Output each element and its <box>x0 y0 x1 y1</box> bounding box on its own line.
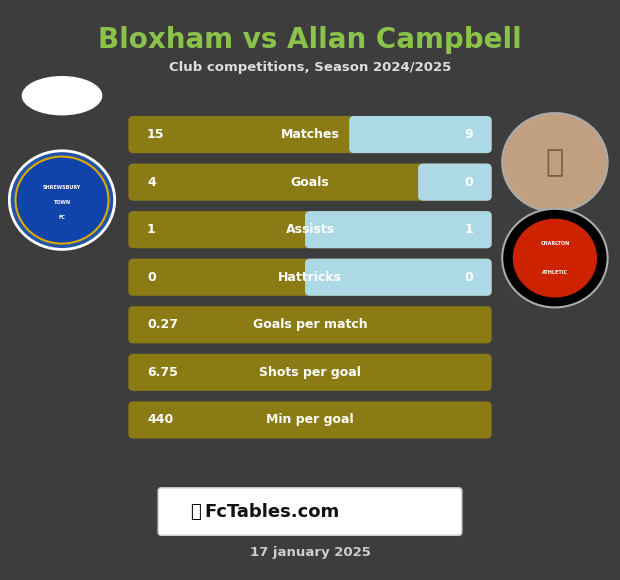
Text: CHARLTON: CHARLTON <box>540 241 570 246</box>
Text: 👤: 👤 <box>546 148 564 177</box>
FancyBboxPatch shape <box>128 164 492 201</box>
Text: Bloxham vs Allan Campbell: Bloxham vs Allan Campbell <box>98 26 522 54</box>
Text: 9: 9 <box>464 128 473 141</box>
Text: Shots per goal: Shots per goal <box>259 366 361 379</box>
Text: 6.75: 6.75 <box>147 366 178 379</box>
FancyBboxPatch shape <box>305 259 492 296</box>
Text: Matches: Matches <box>281 128 339 141</box>
FancyBboxPatch shape <box>128 306 492 343</box>
Text: Club competitions, Season 2024/2025: Club competitions, Season 2024/2025 <box>169 61 451 74</box>
FancyBboxPatch shape <box>158 488 462 535</box>
Circle shape <box>502 113 608 212</box>
Text: 17 january 2025: 17 january 2025 <box>250 546 370 559</box>
Text: 15: 15 <box>147 128 164 141</box>
FancyBboxPatch shape <box>418 164 492 201</box>
Text: 1: 1 <box>147 223 156 236</box>
Text: 4: 4 <box>147 176 156 189</box>
Text: Min per goal: Min per goal <box>266 414 354 426</box>
FancyBboxPatch shape <box>128 116 492 153</box>
Text: 📊: 📊 <box>190 502 201 521</box>
FancyBboxPatch shape <box>128 354 492 391</box>
Text: 0.27: 0.27 <box>147 318 178 331</box>
Circle shape <box>513 219 597 298</box>
Text: 0: 0 <box>464 176 473 189</box>
Text: Assists: Assists <box>285 223 335 236</box>
Text: 0: 0 <box>147 271 156 284</box>
Circle shape <box>16 157 108 244</box>
Text: Goals: Goals <box>291 176 329 189</box>
FancyBboxPatch shape <box>128 259 492 296</box>
Text: FcTables.com: FcTables.com <box>205 502 340 521</box>
Text: 1: 1 <box>464 223 473 236</box>
FancyBboxPatch shape <box>349 116 492 153</box>
Text: Goals per match: Goals per match <box>253 318 367 331</box>
Text: TOWN: TOWN <box>53 201 71 205</box>
Ellipse shape <box>22 76 102 115</box>
Text: Hattricks: Hattricks <box>278 271 342 284</box>
FancyBboxPatch shape <box>128 401 492 438</box>
Text: FC: FC <box>58 215 66 220</box>
Text: ATHLETIC: ATHLETIC <box>542 270 568 275</box>
Circle shape <box>9 151 115 249</box>
Text: 440: 440 <box>147 414 173 426</box>
FancyBboxPatch shape <box>128 211 492 248</box>
FancyBboxPatch shape <box>305 211 492 248</box>
Text: 0: 0 <box>464 271 473 284</box>
Circle shape <box>502 209 608 307</box>
Text: SHREWSBURY: SHREWSBURY <box>43 185 81 190</box>
